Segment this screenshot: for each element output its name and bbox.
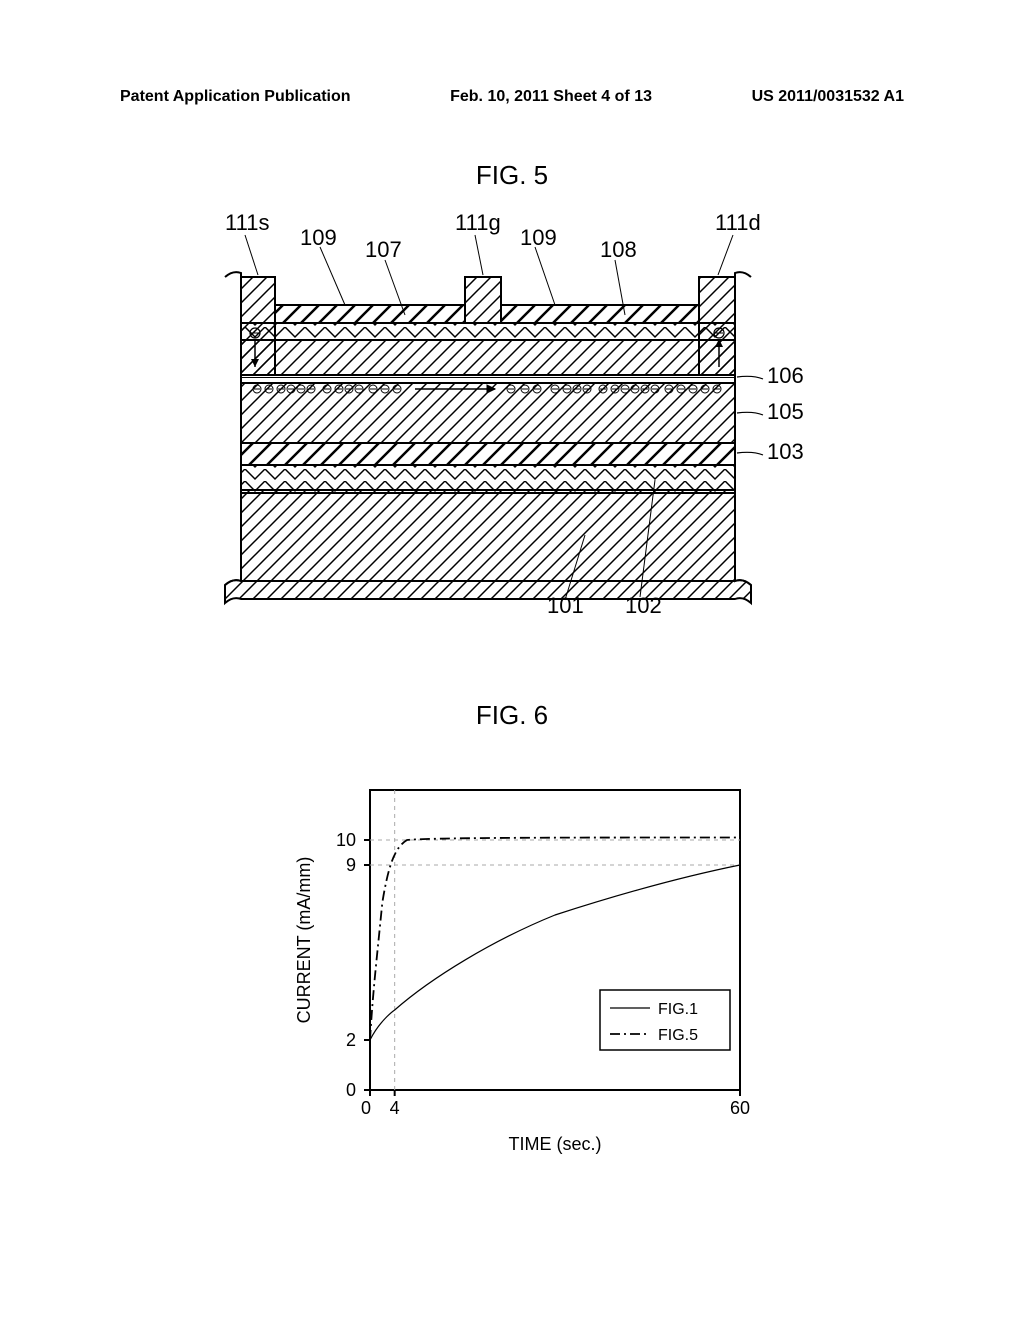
page-header: Patent Application Publication Feb. 10, …: [0, 88, 1024, 106]
header-center: Feb. 10, 2011 Sheet 4 of 13: [450, 88, 652, 106]
svg-text:60: 60: [730, 1098, 750, 1118]
label-108: 108: [600, 237, 637, 262]
label-111d: 111d: [715, 210, 761, 235]
label-101: 101: [547, 593, 584, 615]
label-106: 106: [767, 363, 804, 388]
label-105: 105: [767, 399, 804, 424]
svg-text:10: 10: [336, 830, 356, 850]
header-right: US 2011/0031532 A1: [752, 88, 904, 106]
label-109b: 109: [520, 225, 557, 250]
label-111s: 111s: [225, 210, 269, 235]
xlabel: TIME (sec.): [509, 1134, 602, 1154]
label-103: 103: [767, 439, 804, 464]
label-111g: 111g: [455, 210, 501, 235]
legend-fig5: FIG.5: [658, 1027, 698, 1044]
legend-fig1: FIG.1: [658, 1001, 698, 1018]
fig6-chart: 0 4 60 0 2 9 10 FIG.1 FIG.5 TIME (sec.) …: [280, 760, 780, 1190]
svg-text:9: 9: [346, 855, 356, 875]
fig6-title: FIG. 6: [0, 700, 1024, 731]
label-107: 107: [365, 237, 402, 262]
fig5-diagram: 111s 111g 111d 109 109 107 108 106 105 1…: [185, 205, 805, 615]
svg-text:0: 0: [346, 1080, 356, 1100]
label-109a: 109: [300, 225, 337, 250]
svg-text:2: 2: [346, 1030, 356, 1050]
label-102: 102: [625, 593, 662, 615]
ylabel: CURRENT (mA/mm): [294, 857, 314, 1024]
fig5-title: FIG. 5: [0, 160, 1024, 191]
svg-text:0: 0: [361, 1098, 371, 1118]
header-left: Patent Application Publication: [120, 88, 351, 106]
svg-text:4: 4: [390, 1098, 400, 1118]
